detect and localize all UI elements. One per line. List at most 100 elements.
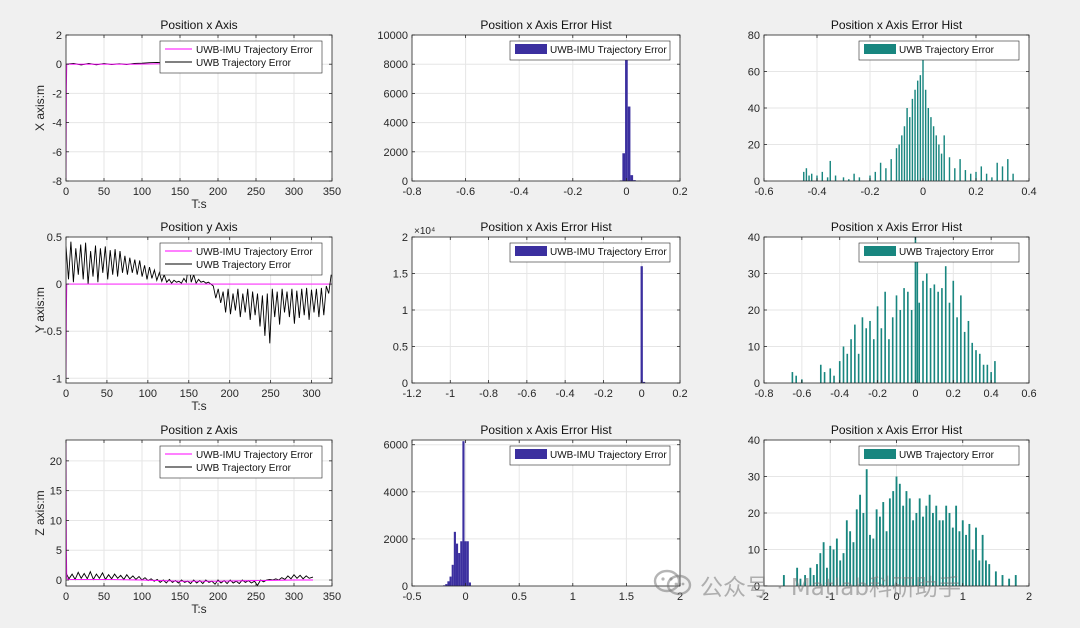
axes-box: [411, 439, 681, 587]
legend: UWB Trajectory Error: [858, 242, 1020, 263]
histogram-bar: [909, 117, 911, 181]
histogram-bar: [928, 494, 931, 586]
histogram-bar: [829, 545, 832, 586]
histogram-bar: [464, 541, 467, 586]
histogram-bar: [918, 498, 921, 586]
histogram-bar: [980, 166, 983, 181]
x-tick-label: 1.5: [619, 591, 634, 603]
histogram-bar: [986, 364, 989, 383]
y-tick-label: 10000: [377, 30, 408, 42]
x-tick-label: 1: [960, 591, 966, 603]
x-tick-label: 350: [323, 591, 341, 603]
histogram-bar: [803, 171, 805, 181]
histogram-bar: [899, 310, 902, 383]
series-layer: [782, 469, 1017, 586]
legend-label: UWB Trajectory Error: [899, 45, 995, 56]
subplot-p3: 0 50 100 150 200 250 300 -1 -0.5 0 0.5 Position y A…: [33, 220, 333, 413]
x-tick-label: 1: [570, 591, 576, 603]
histogram-bar: [832, 549, 835, 586]
histogram-bar: [869, 320, 871, 383]
histogram-bar: [808, 175, 810, 181]
legend-label: UWB-IMU Trajectory Error: [550, 450, 667, 461]
histogram-bar: [910, 310, 913, 383]
legend-marker: [515, 246, 547, 256]
histogram-bar: [911, 98, 914, 181]
x-tick-label: 0: [463, 591, 469, 603]
x-tick-label: -1: [445, 388, 455, 400]
histogram-bar: [932, 126, 935, 181]
y-tick-label: 0: [56, 59, 62, 71]
series-layer: [791, 237, 996, 383]
subplot-p1: -0.8 -0.6 -0.4 -0.2 0 0.2 0 2000 4000 6000 8000 100…: [377, 18, 687, 198]
histogram-bar: [642, 381, 646, 383]
x-tick-label: -1: [825, 591, 835, 603]
histogram-bar: [945, 505, 948, 586]
histogram-bar: [861, 317, 864, 383]
legend: UWB-IMU Trajectory Error UWB Trajectory E…: [159, 445, 323, 479]
histogram-bar: [907, 291, 909, 383]
x-tick-label: -0.6: [755, 186, 774, 198]
histogram-bar: [901, 135, 903, 181]
histogram-bar: [849, 531, 852, 586]
histogram-bar: [880, 328, 883, 383]
histogram-bar: [891, 317, 894, 383]
histogram-bar: [888, 339, 890, 383]
histogram-bar: [955, 505, 958, 586]
x-tick-label: 300: [285, 186, 303, 198]
histogram-bar: [862, 513, 865, 586]
histogram-bar: [902, 505, 905, 586]
histogram-bar: [964, 170, 967, 181]
histogram-bar: [978, 353, 981, 383]
histogram-bar: [826, 177, 829, 181]
histogram-bar: [884, 291, 886, 383]
histogram-bar: [835, 538, 838, 586]
histogram-bar: [959, 159, 961, 181]
y-tick-label: 10: [748, 545, 760, 557]
histogram-bar: [848, 179, 850, 181]
chart-title: Position x Axis Error Hist: [831, 18, 963, 32]
histogram-bar: [451, 564, 454, 586]
histogram-bar: [869, 534, 871, 586]
histogram-bar: [943, 135, 945, 181]
y-tick-label: 5: [56, 545, 62, 557]
histogram-bar: [1007, 159, 1009, 181]
histogram-bar: [948, 157, 951, 181]
histogram-bar: [821, 171, 824, 181]
y-tick-label: 20: [748, 305, 760, 317]
series-layer: [803, 56, 1014, 181]
y-tick-label: 0.5: [393, 342, 408, 354]
histogram-bar: [809, 567, 812, 586]
legend: UWB-IMU Trajectory Error UWB Trajectory E…: [159, 242, 323, 276]
y-tick-label: 2: [56, 30, 62, 42]
y-exponent-label: ×10⁴: [414, 226, 435, 237]
x-tick-label: 0.4: [983, 388, 998, 400]
histogram-bar: [782, 575, 785, 586]
x-tick-label: -0.6: [517, 388, 536, 400]
histogram-bar: [908, 498, 911, 586]
y-tick-label: 10: [50, 515, 62, 527]
x-tick-label: 100: [139, 388, 157, 400]
histogram-bar: [879, 516, 881, 586]
histogram-bar: [1014, 575, 1017, 586]
histogram-bar: [929, 288, 932, 383]
x-tick-label: 2: [1026, 591, 1032, 603]
y-axis-label: Z axis:m: [33, 490, 47, 535]
y-tick-label: 1.5: [393, 269, 408, 281]
series-line: [66, 241, 332, 344]
legend-label: UWB-IMU Trajectory Error: [550, 247, 667, 258]
histogram-bar: [819, 364, 822, 383]
histogram-bar: [455, 543, 459, 586]
x-tick-label: -0.2: [868, 388, 887, 400]
x-tick-label: 300: [302, 388, 320, 400]
histogram-bar: [922, 280, 924, 383]
chart-title: Position z Axis: [160, 423, 237, 437]
x-tick-label: 0: [63, 591, 69, 603]
x-tick-label: -0.4: [556, 388, 575, 400]
histogram-bar: [839, 560, 842, 586]
x-tick-label: 0: [623, 186, 629, 198]
histogram-bar: [956, 317, 958, 383]
y-tick-label: 80: [748, 30, 760, 42]
histogram-bar: [951, 527, 954, 586]
